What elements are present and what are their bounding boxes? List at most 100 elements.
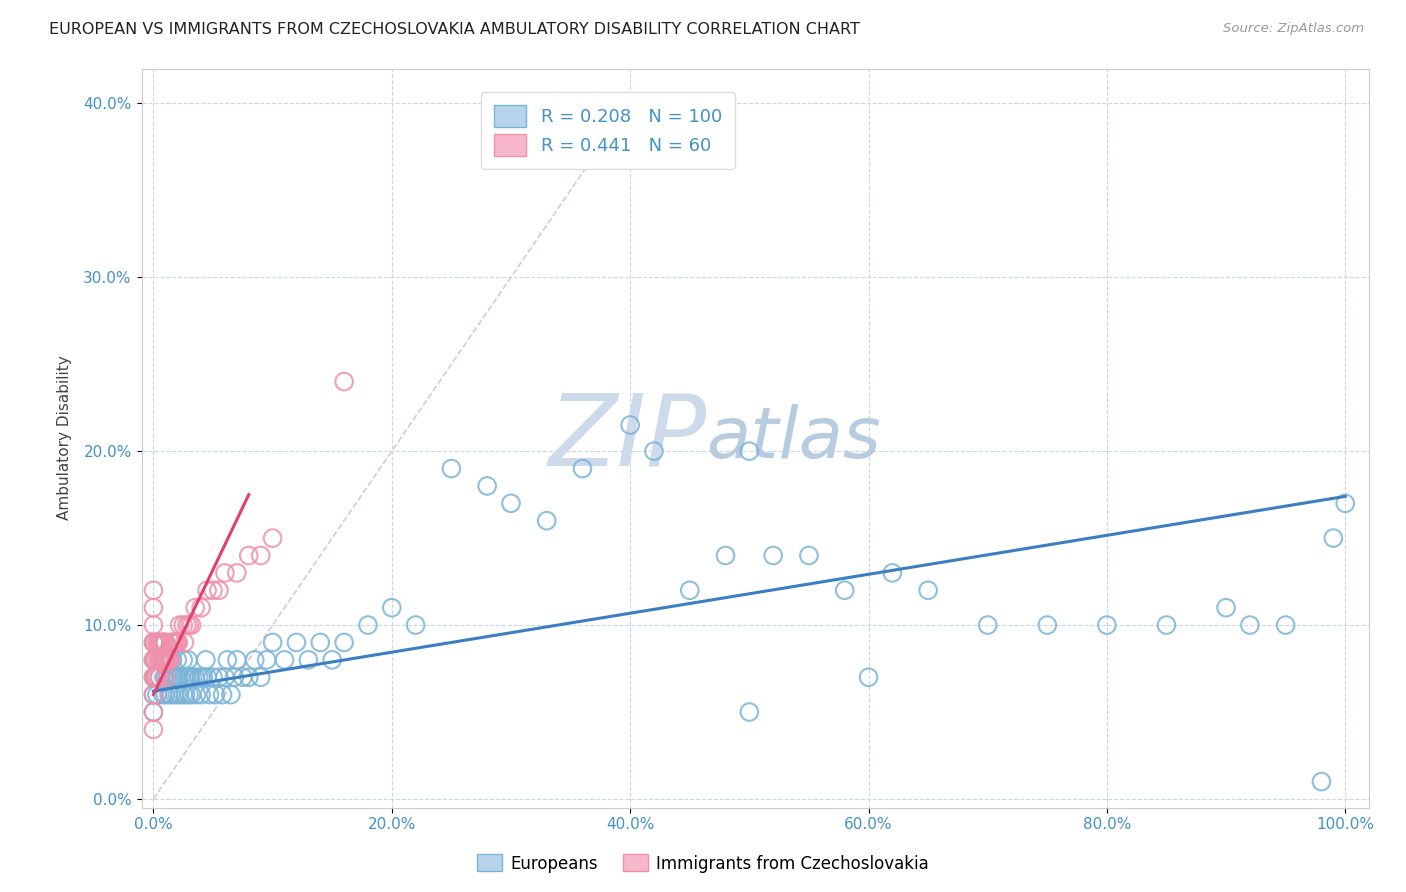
Point — [156, 653, 179, 667]
Point — [142, 688, 165, 702]
Point — [166, 688, 188, 702]
Point — [155, 670, 177, 684]
Point — [858, 670, 880, 684]
Point — [198, 688, 221, 702]
Point — [179, 618, 201, 632]
Point — [148, 635, 170, 649]
Point — [176, 618, 198, 632]
Point — [1239, 618, 1261, 632]
Point — [208, 583, 231, 598]
Point — [1036, 618, 1059, 632]
Point — [148, 653, 170, 667]
Point — [232, 670, 254, 684]
Point — [499, 496, 522, 510]
Point — [145, 670, 167, 684]
Point — [142, 688, 165, 702]
Point — [357, 618, 380, 632]
Point — [976, 618, 998, 632]
Point — [148, 653, 170, 667]
Point — [179, 670, 201, 684]
Point — [142, 670, 165, 684]
Point — [249, 549, 271, 563]
Point — [619, 418, 641, 433]
Legend: R = 0.208   N = 100, R = 0.441   N = 60: R = 0.208 N = 100, R = 0.441 N = 60 — [481, 93, 735, 169]
Point — [152, 653, 174, 667]
Text: Source: ZipAtlas.com: Source: ZipAtlas.com — [1223, 22, 1364, 36]
Point — [1310, 774, 1333, 789]
Point — [172, 688, 194, 702]
Point — [179, 670, 201, 684]
Point — [195, 583, 218, 598]
Point — [202, 670, 225, 684]
Point — [225, 566, 247, 580]
Point — [142, 600, 165, 615]
Point — [190, 688, 212, 702]
Point — [163, 635, 186, 649]
Point — [217, 653, 239, 667]
Point — [181, 670, 204, 684]
Point — [321, 653, 343, 667]
Point — [152, 653, 174, 667]
Point — [155, 688, 177, 702]
Point — [152, 688, 174, 702]
Point — [173, 670, 195, 684]
Point — [146, 635, 169, 649]
Point — [146, 670, 169, 684]
Point — [148, 670, 170, 684]
Point — [142, 705, 165, 719]
Point — [536, 514, 558, 528]
Point — [1215, 600, 1237, 615]
Point — [166, 635, 188, 649]
Point — [159, 653, 181, 667]
Point — [219, 688, 242, 702]
Point — [1334, 496, 1357, 510]
Point — [152, 635, 174, 649]
Point — [249, 670, 271, 684]
Point — [262, 531, 284, 545]
Point — [159, 653, 181, 667]
Point — [204, 688, 226, 702]
Point — [142, 670, 165, 684]
Point — [157, 688, 180, 702]
Point — [211, 688, 233, 702]
Point — [148, 635, 170, 649]
Point — [714, 549, 737, 563]
Point — [172, 618, 194, 632]
Point — [142, 653, 165, 667]
Point — [153, 670, 176, 684]
Point — [195, 670, 218, 684]
Point — [405, 618, 427, 632]
Point — [1095, 618, 1118, 632]
Point — [142, 653, 165, 667]
Point — [243, 653, 266, 667]
Point — [225, 653, 247, 667]
Point — [142, 635, 165, 649]
Point — [1274, 618, 1296, 632]
Point — [214, 670, 236, 684]
Point — [170, 670, 193, 684]
Point — [174, 688, 197, 702]
Point — [155, 653, 177, 667]
Point — [145, 653, 167, 667]
Point — [214, 566, 236, 580]
Point — [917, 583, 939, 598]
Point — [1156, 618, 1178, 632]
Point — [150, 635, 173, 649]
Point — [381, 600, 404, 615]
Point — [167, 635, 190, 649]
Point — [143, 653, 166, 667]
Point — [155, 635, 177, 649]
Point — [142, 583, 165, 598]
Point — [169, 688, 191, 702]
Point — [157, 653, 180, 667]
Point — [162, 653, 184, 667]
Point — [149, 653, 172, 667]
Point — [186, 688, 208, 702]
Point — [148, 670, 170, 684]
Point — [166, 670, 188, 684]
Point — [224, 670, 246, 684]
Point — [155, 670, 177, 684]
Point — [834, 583, 856, 598]
Point — [262, 635, 284, 649]
Point — [180, 688, 202, 702]
